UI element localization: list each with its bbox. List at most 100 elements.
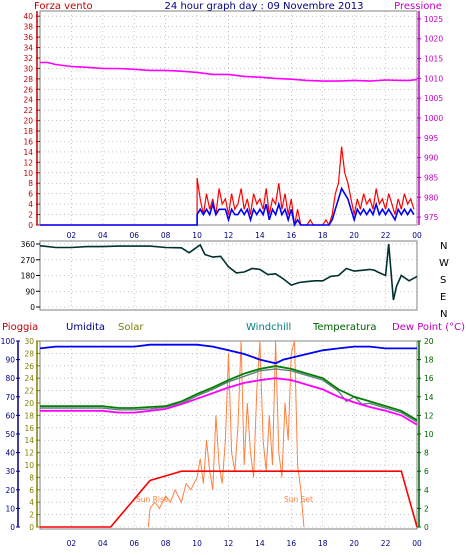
wind-tick-label: 36: [23, 33, 33, 42]
rain-tick-label: 30: [24, 337, 34, 346]
wind-tick-label: 34: [23, 44, 33, 53]
rain-tick-label: 2: [29, 511, 34, 520]
wind-tick-label: 40: [23, 12, 33, 21]
direction-tick-label: 90: [25, 287, 35, 296]
wind-tick-label: 4: [28, 200, 33, 209]
wind-tick-label: 24: [23, 96, 33, 105]
wind-tick-label: 12: [23, 158, 33, 167]
rain-series-line: [40, 470, 418, 528]
legend-umidita: Umidita: [66, 322, 105, 333]
chart-dynamic-layer: 0246810121416182022242628303234363840975…: [1, 11, 443, 548]
rain-tick-label: 10: [24, 461, 34, 470]
humidity-tick-label: 100: [1, 337, 16, 346]
rain-tick-label: 14: [24, 436, 34, 445]
hour-tick-label: 16: [287, 539, 297, 548]
humidity-tick-label: 60: [5, 411, 15, 420]
humidity-tick-label: 0: [10, 523, 15, 532]
wind-tick-label: 0: [28, 221, 33, 230]
pressure-tick-label: 975: [424, 213, 439, 222]
pressure-tick-label: 1025: [424, 15, 443, 24]
temperature-tick-label: 6: [424, 467, 429, 476]
hour-tick-label: 18: [318, 231, 328, 240]
wind-tick-label: 16: [23, 137, 33, 146]
pressure-label: Pressione: [394, 1, 442, 12]
hour-tick-label: 16: [287, 231, 297, 240]
humidity-tick-label: 30: [5, 467, 15, 476]
humidity-tick-label: 80: [5, 374, 15, 383]
temperature-tick-label: 4: [424, 486, 429, 495]
direction-letter-w: W: [439, 258, 449, 269]
sunrise-annotation: Sun Rise: [136, 495, 169, 504]
wind-tick-label: 26: [23, 85, 33, 94]
temperature-tick-label: 8: [424, 449, 429, 458]
hour-tick-label: 04: [98, 231, 108, 240]
hour-tick-label: 00: [412, 231, 422, 240]
wind-direction-series-line: [39, 243, 418, 301]
hour-tick-label: 20: [349, 231, 359, 240]
direction-letter-e: E: [440, 292, 446, 303]
rain-tick-label: 28: [24, 349, 34, 358]
hour-tick-label: 18: [318, 539, 328, 548]
chart-title: 24 hour graph day : 09 Novembre 2013: [165, 1, 364, 12]
rain-tick-label: 22: [24, 387, 34, 396]
legend-dewpoint: Dew Point (°C): [392, 322, 465, 333]
hour-tick-label: 06: [129, 231, 139, 240]
temperature-tick-label: 14: [424, 393, 434, 402]
wind-tick-label: 30: [23, 64, 33, 73]
rain-tick-label: 26: [24, 362, 34, 371]
pressure-tick-label: 1020: [424, 35, 443, 44]
wind-tick-label: 8: [28, 179, 33, 188]
rain-tick-label: 4: [29, 498, 34, 507]
direction-tick-label: 0: [30, 303, 35, 312]
rain-tick-label: 24: [24, 374, 34, 383]
hour-tick-label: 08: [161, 231, 171, 240]
rain-tick-label: 16: [24, 424, 34, 433]
direction-letter-n-top: N: [440, 241, 447, 252]
pressure-tick-label: 980: [424, 193, 439, 202]
wind-average-series-line: [40, 186, 415, 228]
hour-tick-label: 14: [255, 539, 265, 548]
rain-tick-label: 0: [29, 523, 34, 532]
hour-tick-label: 02: [67, 231, 77, 240]
wind-tick-label: 2: [28, 211, 33, 220]
temperature-tick-label: 2: [424, 504, 429, 513]
pressure-series-line: [40, 61, 418, 82]
hour-tick-label: 20: [349, 539, 359, 548]
hour-tick-label: 06: [129, 539, 139, 548]
wind-tick-label: 38: [23, 23, 33, 32]
pressure-tick-label: 1015: [424, 55, 443, 64]
rain-tick-label: 18: [24, 411, 34, 420]
hour-tick-label: 22: [381, 539, 391, 548]
rain-tick-label: 8: [29, 473, 34, 482]
hour-tick-label: 08: [161, 539, 171, 548]
legend-pioggia: Pioggia: [2, 322, 38, 333]
legend-temperatura: Temperatura: [312, 322, 377, 333]
wind-tick-label: 6: [28, 190, 33, 199]
temperature-series-line: [40, 365, 418, 421]
humidity-tick-label: 70: [5, 393, 15, 402]
wind-tick-label: 22: [23, 106, 33, 115]
humidity-tick-label: 40: [5, 449, 15, 458]
sunset-annotation: Sun Set: [284, 495, 313, 504]
pressure-tick-label: 985: [424, 173, 439, 182]
dewpoint-series-line: [40, 377, 418, 426]
direction-letter-s: S: [440, 275, 446, 286]
pressure-tick-label: 990: [424, 154, 439, 163]
hour-tick-label: 10: [192, 231, 202, 240]
wind-tick-label: 14: [23, 148, 33, 157]
pressure-tick-label: 995: [424, 134, 439, 143]
direction-letter-n-bottom: N: [440, 309, 447, 320]
hour-tick-label: 00: [412, 539, 422, 548]
wind-tick-label: 32: [23, 54, 33, 63]
hour-tick-label: 12: [224, 539, 234, 548]
temperature-tick-label: 10: [424, 430, 434, 439]
hour-tick-label: 02: [67, 539, 77, 548]
rain-tick-label: 20: [24, 399, 34, 408]
temperature-tick-label: 18: [424, 356, 434, 365]
direction-tick-label: 270: [21, 256, 36, 265]
wind-tick-label: 18: [23, 127, 33, 136]
hour-tick-label: 04: [98, 539, 108, 548]
pressure-tick-label: 1005: [424, 94, 443, 103]
hour-tick-label: 12: [224, 231, 234, 240]
